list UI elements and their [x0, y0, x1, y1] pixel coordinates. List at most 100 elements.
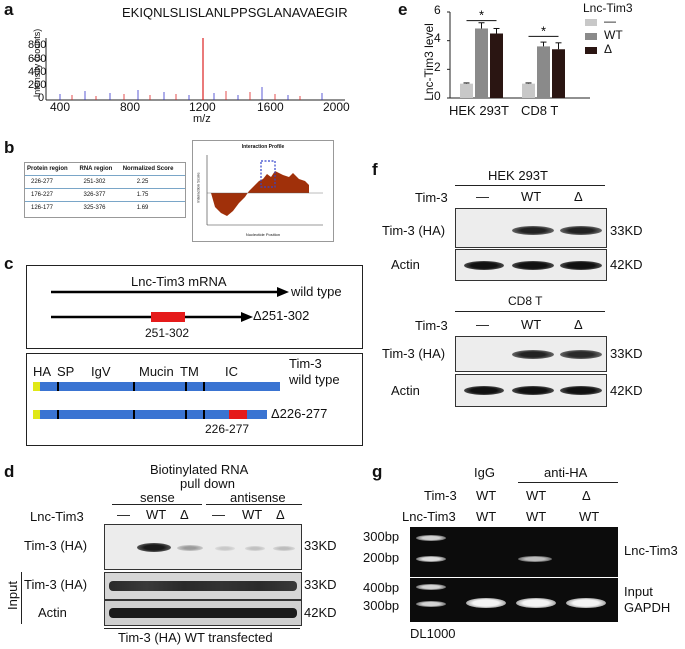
pd-band: [137, 543, 171, 552]
panel-e-label: e: [398, 0, 408, 19]
panel-a-label: a: [4, 0, 14, 19]
legend-swatch-none: [585, 19, 597, 26]
legend-title: Lnc-Tim3: [583, 1, 633, 15]
sig-star: *: [541, 23, 546, 38]
panel-b-label: b: [4, 138, 15, 157]
protein-bars: [33, 382, 280, 419]
pd-band: [109, 608, 297, 618]
bar-ytick-6: 6: [434, 3, 441, 17]
legend-none: —: [604, 14, 616, 28]
g-ladder-band: [416, 584, 446, 590]
f2-band: [512, 386, 554, 395]
ms-spectrum: [45, 38, 345, 101]
f2-band: [560, 386, 602, 395]
pd-band: [177, 545, 203, 551]
mrna-arrows: [51, 287, 289, 322]
ms-xtick-400: 400: [50, 100, 71, 114]
protein-deletion-region: 226-277: [205, 422, 250, 436]
domain-mucin: Mucin: [139, 364, 174, 379]
protein-schematic: HA SP IgV Mucin TM IC Tim-3 wild type Δ2…: [26, 353, 363, 446]
g-row2-igg: WT: [476, 509, 497, 524]
f1-band: [560, 226, 602, 235]
deletion-mrna-label: Δ251-302: [253, 308, 310, 323]
pd-lane-4: —: [212, 507, 225, 522]
g-ladder-400: 400bp: [363, 580, 400, 595]
pd-row3-label: Actin: [38, 605, 67, 620]
pd-band: [245, 546, 265, 551]
input-vertical-label: Input: [4, 581, 20, 610]
pulldown-title-1: Biotinylated RNA: [150, 462, 249, 477]
ms-xtick-1200: 1200: [189, 100, 216, 114]
sense-underline: [112, 504, 202, 505]
protein-deletion-block: [229, 410, 247, 419]
g-right-gapdh: GAPDH: [624, 600, 671, 615]
f2-row-header: Tim-3: [415, 318, 448, 333]
f1-blot-tim3: [455, 208, 607, 248]
protein-wildtype-label: wild type: [289, 372, 340, 387]
score-table: Protein region RNA region Normalized Sco…: [24, 162, 186, 218]
deletion-region-label: 251-302: [145, 326, 190, 340]
mrna-title: Lnc-Tim3 mRNA: [131, 274, 227, 289]
g-gel-gapdh: [410, 578, 618, 622]
f1-lane-3: Δ: [574, 189, 583, 204]
pd-lane-5: WT: [242, 507, 263, 522]
bar-category-2: CD8 T: [521, 103, 559, 118]
bar: [460, 83, 473, 98]
f1-lane-2: WT: [521, 189, 542, 204]
g-gapdh-band: [466, 598, 506, 608]
pd-blot-input-tim3: [104, 572, 302, 600]
pd-row1-label: Tim-3 (HA): [24, 538, 88, 553]
bar-ytick-2: 2: [434, 60, 441, 74]
wild-type-label: wild type: [291, 284, 342, 299]
table-cell: 2.25: [120, 175, 185, 189]
g-group-igg: IgG: [474, 465, 495, 480]
profile-xlabel: Nucleotide Position: [245, 232, 281, 237]
f1-row-header: Tim-3: [415, 190, 448, 205]
mrna-deletion-block: [151, 312, 185, 322]
pd-band: [109, 581, 297, 591]
f2-underline: [455, 311, 605, 312]
sig-star: *: [479, 8, 484, 23]
pd-lane-2: WT: [146, 507, 167, 522]
domain-tm: TM: [180, 364, 199, 379]
ms-ytick-200: 200: [28, 79, 47, 91]
pd-blot-pulldown: [104, 524, 302, 570]
table-cell: 226-277: [25, 175, 78, 189]
f1-mw-2: 42KD: [610, 257, 643, 272]
f2-blot-tim3: [455, 336, 607, 372]
g-row1-ha-delta: Δ: [582, 488, 591, 503]
pd-row-header: Lnc-Tim3: [30, 509, 84, 524]
f1-band: [560, 261, 602, 270]
domain-sp: SP: [57, 364, 75, 379]
score-table-grid: Protein region RNA region Normalized Sco…: [25, 163, 185, 214]
antisense-underline: [206, 504, 302, 505]
g-right-lnc: Lnc-Tim3: [624, 543, 678, 558]
pd-band: [273, 546, 295, 551]
table-cell: 326-377: [77, 188, 121, 202]
panel-c-label: c: [4, 254, 14, 273]
f2-row2-label: Actin: [391, 383, 420, 398]
bar: [490, 33, 503, 98]
f2-band: [560, 350, 602, 359]
f1-lane-1: —: [476, 189, 489, 204]
f1-underline: [455, 185, 605, 186]
profile-title: Interaction Profile: [241, 144, 285, 150]
legend-wt: WT: [604, 28, 623, 42]
pd-lane-1: —: [117, 507, 130, 522]
g-antiha-underline: [518, 482, 618, 483]
bar: [475, 28, 488, 98]
legend-swatch-wt: [585, 33, 597, 40]
ms-xtick-2000: 2000: [323, 100, 350, 114]
f1-band: [512, 261, 554, 270]
table-header: Normalized Score: [120, 163, 185, 176]
bar-ytick-4: 4: [434, 31, 441, 45]
f1-blot-actin: [455, 249, 607, 281]
bar: [537, 46, 550, 98]
ms-ytick-600: 600: [28, 53, 47, 65]
ms-ytick-0: 0: [38, 92, 45, 104]
input-bracket: [21, 572, 22, 624]
pd-lane-3: Δ: [180, 507, 189, 522]
table-cell: 1.69: [136, 205, 149, 211]
table-cell: 126-177: [31, 205, 54, 211]
bar: [552, 49, 565, 98]
